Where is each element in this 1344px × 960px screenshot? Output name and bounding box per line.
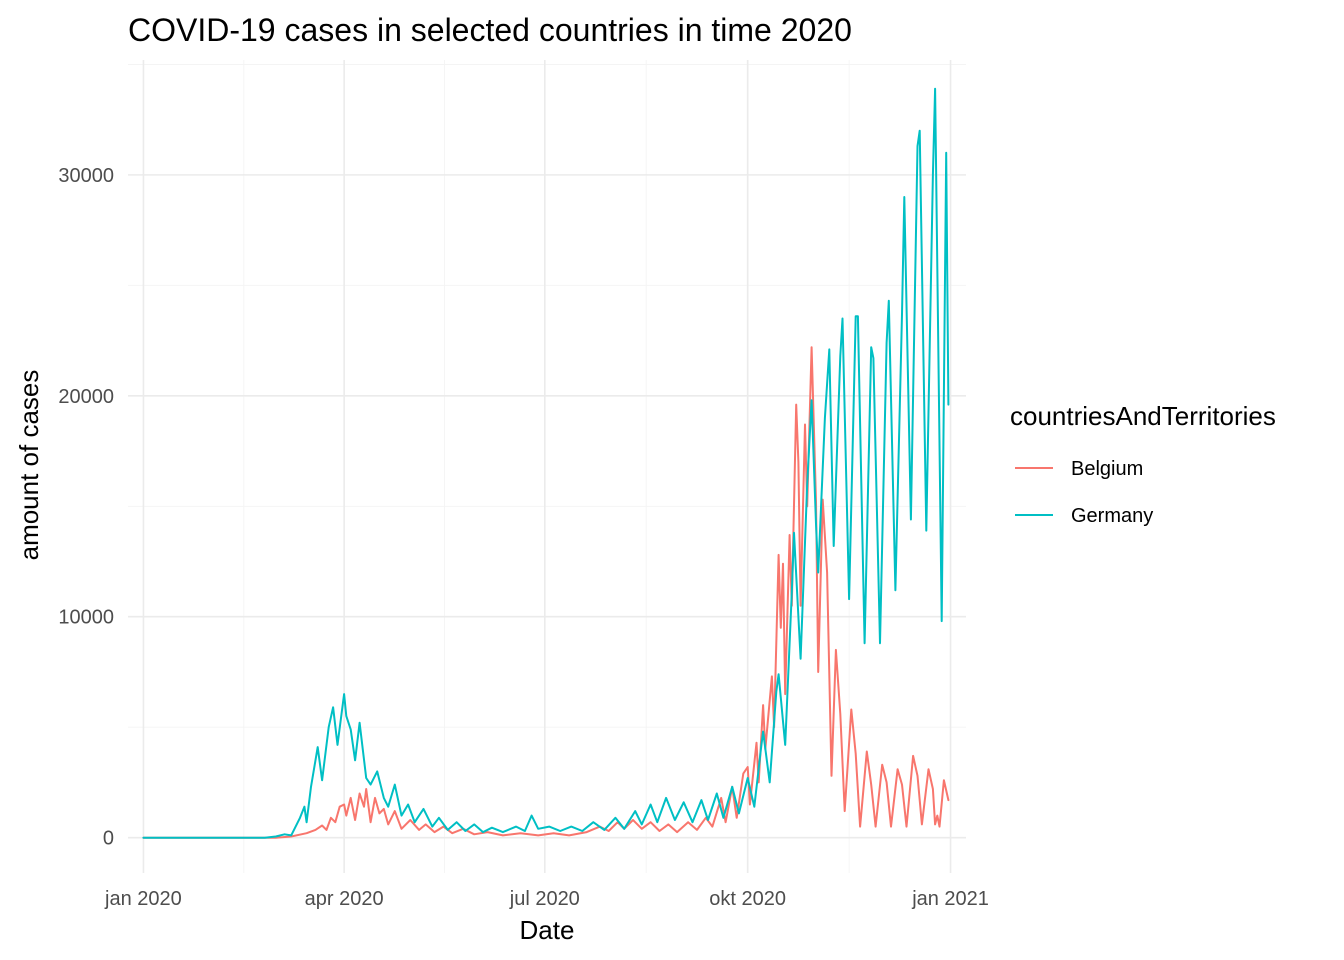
tick-labels: jan 2020 apr 2020 jul 2020 okt 2020 jan 2021…: [58, 165, 989, 910]
legend-items: Belgium Germany: [1015, 458, 1153, 527]
x-axis-title: Date: [520, 915, 575, 945]
legend-label: Germany: [1071, 505, 1153, 527]
series-line-belgium: [142, 346, 950, 839]
y-axis-title: amount of cases: [14, 370, 44, 561]
x-tick-label: jan 2021: [911, 888, 989, 910]
y-tick-label: 30000: [58, 165, 114, 187]
x-tick-label: okt 2020: [709, 888, 786, 910]
y-tick-label: 20000: [58, 386, 114, 408]
minor-gridlines: [128, 60, 966, 873]
y-tick-label: 10000: [58, 607, 114, 629]
chart-title: COVID-19 cases in selected countries in …: [128, 12, 852, 48]
x-tick-label: apr 2020: [305, 888, 384, 910]
series-line-germany: [142, 87, 950, 839]
legend: countriesAndTerritories Belgium Germany: [1010, 401, 1276, 527]
x-tick-label: jul 2020: [509, 888, 580, 910]
x-tick-label: jan 2020: [104, 888, 182, 910]
legend-title: countriesAndTerritories: [1010, 401, 1276, 431]
major-gridlines: [128, 60, 966, 873]
series-lines: [142, 87, 950, 839]
y-tick-label: 0: [103, 828, 114, 850]
legend-label: Belgium: [1071, 458, 1143, 480]
